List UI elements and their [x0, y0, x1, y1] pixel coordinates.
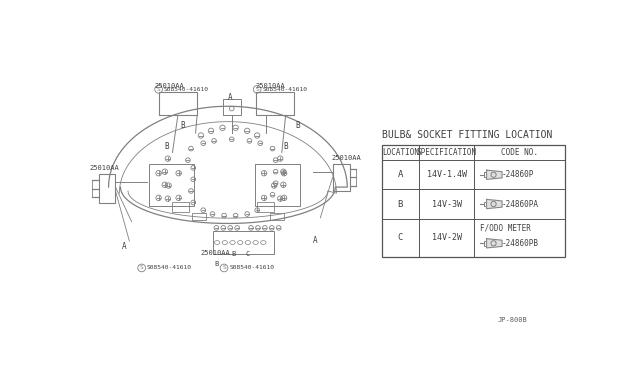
Bar	[99, 174, 115, 203]
Text: S08540-41610: S08540-41610	[262, 87, 308, 92]
Text: A: A	[397, 170, 403, 179]
Bar	[255, 92, 294, 115]
Text: CODE NO.: CODE NO.	[501, 148, 538, 157]
Text: C: C	[397, 233, 403, 243]
Text: B: B	[296, 121, 300, 130]
Text: JP-800B: JP-800B	[497, 317, 527, 323]
Polygon shape	[486, 199, 502, 209]
Bar	[192, 212, 205, 220]
Text: 14V-2W: 14V-2W	[431, 233, 461, 243]
Text: BULB& SOCKET FITTING LOCATION: BULB& SOCKET FITTING LOCATION	[382, 131, 552, 141]
Text: B: B	[164, 142, 170, 151]
Text: A: A	[228, 93, 232, 102]
Polygon shape	[486, 170, 502, 179]
Text: 25010AA: 25010AA	[201, 250, 230, 256]
Text: 25010AA: 25010AA	[331, 155, 361, 161]
Bar	[255, 164, 300, 206]
Text: 14V-3W: 14V-3W	[431, 199, 461, 209]
Text: S: S	[255, 87, 259, 92]
Bar	[270, 212, 284, 220]
Bar	[382, 145, 565, 257]
Text: S: S	[140, 266, 143, 270]
Polygon shape	[486, 239, 502, 248]
Bar	[172, 202, 189, 212]
Text: -24860P: -24860P	[502, 170, 534, 179]
Bar	[212, 231, 274, 254]
Bar	[484, 202, 486, 206]
Text: SPECIFICATION: SPECIFICATION	[417, 148, 477, 157]
Text: 25010AA: 25010AA	[255, 83, 285, 89]
Text: 25010AA: 25010AA	[155, 83, 184, 89]
Text: C: C	[246, 251, 250, 257]
Text: B: B	[180, 121, 185, 130]
Bar	[223, 99, 241, 115]
Bar	[149, 164, 194, 206]
Text: B: B	[397, 199, 403, 209]
Text: B: B	[284, 142, 288, 151]
Text: 25010AA: 25010AA	[90, 165, 119, 171]
Text: -24860PB: -24860PB	[502, 239, 539, 248]
Text: 14V-1.4W: 14V-1.4W	[427, 170, 467, 179]
Text: S: S	[222, 266, 226, 270]
Bar	[159, 92, 197, 115]
Text: S08540-41610: S08540-41610	[230, 266, 275, 270]
Bar	[257, 202, 274, 212]
Text: F/ODO METER: F/ODO METER	[481, 224, 531, 232]
Bar	[484, 241, 486, 246]
Bar	[333, 164, 349, 191]
Text: A: A	[122, 242, 126, 251]
Text: -24860PA: -24860PA	[502, 199, 539, 209]
Text: S08540-41610: S08540-41610	[147, 266, 192, 270]
Text: LOCATION: LOCATION	[382, 148, 419, 157]
Text: A: A	[312, 237, 317, 246]
Text: B: B	[232, 251, 236, 257]
Text: S08540-41610: S08540-41610	[164, 87, 209, 92]
Text: B: B	[214, 261, 218, 267]
Bar	[484, 173, 486, 177]
Text: S: S	[157, 87, 161, 92]
